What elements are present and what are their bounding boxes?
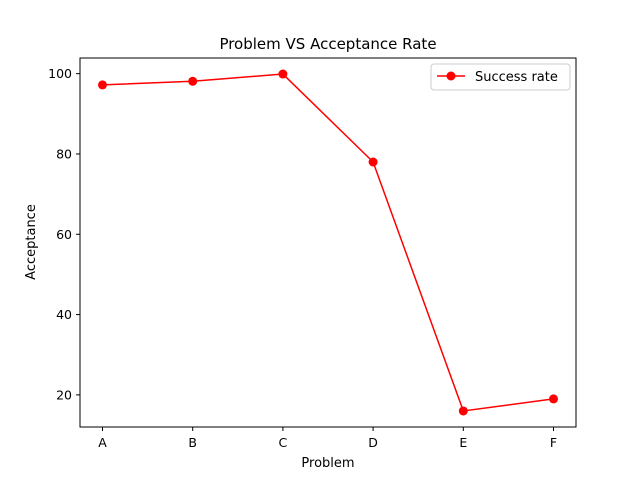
- y-axis: 20 40 60 80 100: [48, 66, 80, 402]
- y-tick-label: 60: [56, 227, 72, 242]
- y-tick-label: 20: [56, 387, 72, 402]
- data-point: [188, 76, 198, 86]
- legend-marker-swatch: [446, 71, 456, 81]
- x-tick-label: E: [459, 435, 467, 450]
- y-tick-label: 80: [56, 146, 72, 161]
- chart-title: Problem VS Acceptance Rate: [219, 35, 436, 53]
- data-point: [549, 394, 558, 404]
- legend: Success rate: [430, 63, 571, 91]
- data-point: [98, 80, 107, 90]
- x-tick-label: F: [550, 435, 557, 450]
- axes-frame: [79, 57, 577, 428]
- x-axis: A B C D E F: [98, 427, 557, 450]
- x-tick-label: A: [98, 435, 107, 450]
- x-tick-label: B: [188, 435, 197, 450]
- series-line: [102, 73, 554, 412]
- data-point: [458, 406, 468, 416]
- data-point: [368, 157, 378, 167]
- y-tick-label: 40: [56, 307, 72, 322]
- y-axis-label: Acceptance: [24, 204, 39, 280]
- legend-box: [430, 63, 571, 91]
- legend-label: Success rate: [475, 70, 558, 85]
- data-point: [278, 69, 288, 79]
- plot-area: [98, 69, 558, 416]
- x-tick-label: C: [279, 435, 288, 450]
- x-axis-label: Problem: [301, 456, 354, 471]
- y-tick-label: 100: [48, 66, 72, 81]
- x-tick-label: D: [368, 435, 378, 450]
